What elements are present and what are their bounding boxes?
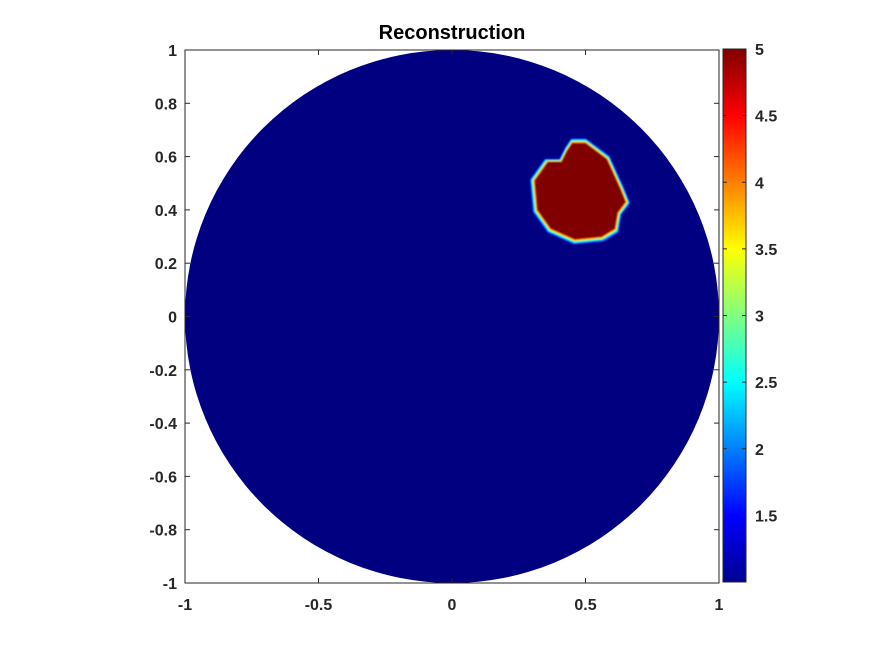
inclusion-band [534,143,626,240]
colorbar-tick-label: 3.5 [755,242,777,259]
y-tick-label: -0.2 [149,363,177,380]
y-axis: 1 0.8 0.6 0.4 0.2 0 -0.2 -0.4 -0.6 -0.8 -1 [149,43,719,593]
y-tick-label: 0.4 [155,203,177,220]
x-axis: -1 -0.5 0 0.5 1 [178,50,724,614]
domain-disk [185,50,719,583]
y-tick-label: 0 [168,310,177,327]
colorbar-ticks: 1.5 2 2.5 3 3.5 4 4.5 5 [723,42,777,525]
x-tick-label: 0 [448,597,457,614]
y-tick-label: 0.6 [155,150,177,167]
x-tick-label: -1 [178,597,192,614]
colorbar-tick-label: 5 [755,42,764,59]
colorbar-tick-label: 1.5 [755,508,777,525]
colorbar-tick-label: 3 [755,309,764,326]
y-tick-label: 0.8 [155,96,177,113]
x-tick-label: 0.5 [574,597,596,614]
y-tick-label: -1 [163,576,177,593]
y-tick-label: -0.6 [149,469,177,486]
x-tick-label: 1 [715,597,724,614]
colorbar-tick-label: 2.5 [755,375,777,392]
colorbar-tick-label: 2 [755,442,764,459]
inclusion [529,138,631,245]
colorbar-tick-label: 4.5 [755,109,777,126]
x-tick-label: -0.5 [305,597,333,614]
y-tick-label: 1 [168,43,177,60]
chart-title: Reconstruction [379,22,526,44]
field-layer [185,50,719,583]
colorbar-tick-label: 4 [755,175,764,192]
y-tick-label: -0.8 [149,523,177,540]
y-tick-label: 0.2 [155,256,177,273]
y-tick-label: -0.4 [149,416,177,433]
